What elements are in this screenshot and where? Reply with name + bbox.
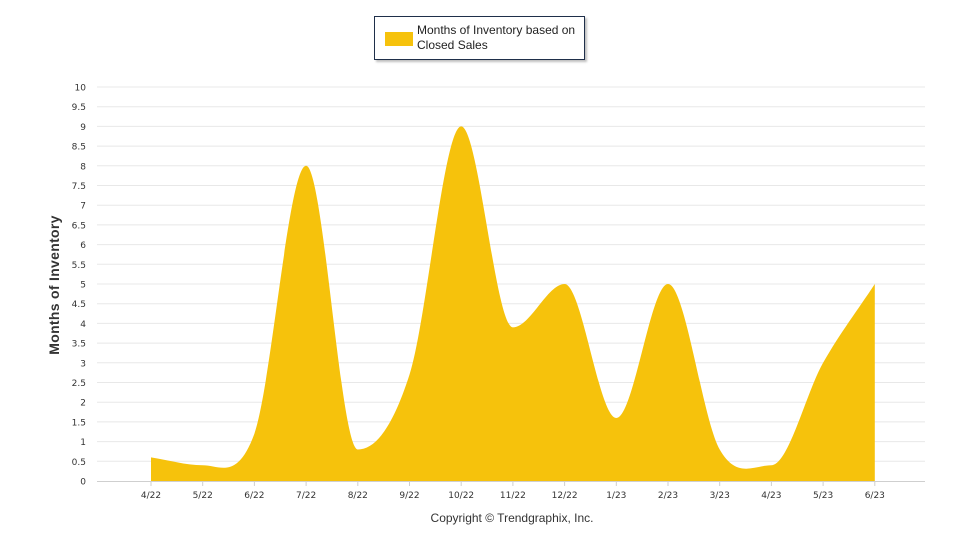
y-tick-label: 9.5 (72, 103, 86, 113)
x-tick-label: 3/23 (710, 491, 730, 501)
y-tick-label: 6 (80, 241, 86, 251)
y-tick-label: 0 (80, 478, 86, 488)
copyright-credit: Copyright © Trendgraphix, Inc. (430, 511, 594, 525)
x-tick-label: 5/22 (193, 491, 213, 501)
y-tick-label: 7 (80, 202, 86, 212)
y-axis-title: Months of Inventory (46, 215, 62, 355)
x-tick-label: 2/23 (658, 491, 678, 501)
y-tick-label: 8 (80, 162, 86, 172)
y-tick-label: 3 (80, 359, 86, 369)
y-tick-label: 4 (80, 320, 86, 330)
y-tick-label: 8.5 (72, 143, 86, 153)
y-tick-label: 0.5 (72, 458, 86, 468)
x-tick-labels: 4/22 5/22 6/22 7/22 8/22 9/22 10/22 11/22 12/22 1… (141, 491, 885, 501)
data-point (150, 456, 153, 459)
grid-lines (97, 86, 925, 462)
data-point (460, 125, 463, 128)
y-tick-labels: 0 0.5 1 1.5 2 2.5 3 3.5 4 4.5 5 5.5 6 6.5 7 7.5 8 8.5 9 9.5… (72, 84, 87, 488)
x-tick-label: 10/22 (448, 491, 474, 501)
y-tick-label: 6.5 (72, 221, 86, 231)
data-point (356, 448, 359, 451)
data-point (563, 283, 566, 286)
data-point (305, 164, 308, 167)
x-tick-label: 4/22 (141, 491, 161, 501)
x-tick-label: 9/22 (399, 491, 419, 501)
series-area (150, 125, 876, 482)
x-tick-label: 5/23 (813, 491, 833, 501)
data-point (822, 361, 825, 364)
legend-swatch (385, 32, 413, 46)
data-point (615, 416, 618, 419)
data-point (667, 283, 670, 286)
data-point (511, 326, 514, 329)
x-tick-label: 6/22 (244, 491, 264, 501)
y-tick-label: 4.5 (72, 300, 86, 310)
legend-label: Months of Inventory based on Closed Sale… (417, 23, 576, 52)
x-tick-label: 7/22 (296, 491, 316, 501)
x-tick-label: 12/22 (552, 491, 578, 501)
y-tick-label: 5 (80, 281, 86, 291)
data-point (718, 448, 721, 451)
x-tick-label: 6/23 (865, 491, 885, 501)
y-tick-label: 9 (80, 123, 86, 133)
x-tick-label: 4/23 (761, 491, 781, 501)
y-tick-label: 2 (80, 399, 86, 409)
y-tick-label: 1 (80, 438, 86, 448)
data-point (408, 373, 411, 376)
x-tick-label: 11/22 (500, 491, 526, 501)
data-point (873, 283, 876, 286)
legend: Months of Inventory based on Closed Sale… (374, 16, 585, 60)
axes (97, 481, 925, 486)
data-point (201, 464, 204, 467)
y-tick-label: 3.5 (72, 340, 86, 350)
x-tick-label: 8/22 (348, 491, 368, 501)
y-tick-label: 2.5 (72, 379, 86, 389)
data-point (770, 464, 773, 467)
y-tick-label: 5.5 (72, 261, 86, 271)
y-tick-label: 10 (75, 84, 87, 94)
data-point (253, 432, 256, 435)
x-tick-label: 1/23 (606, 491, 626, 501)
y-tick-label: 7.5 (72, 182, 86, 192)
y-tick-label: 1.5 (72, 418, 86, 428)
series-area-path (151, 126, 875, 482)
